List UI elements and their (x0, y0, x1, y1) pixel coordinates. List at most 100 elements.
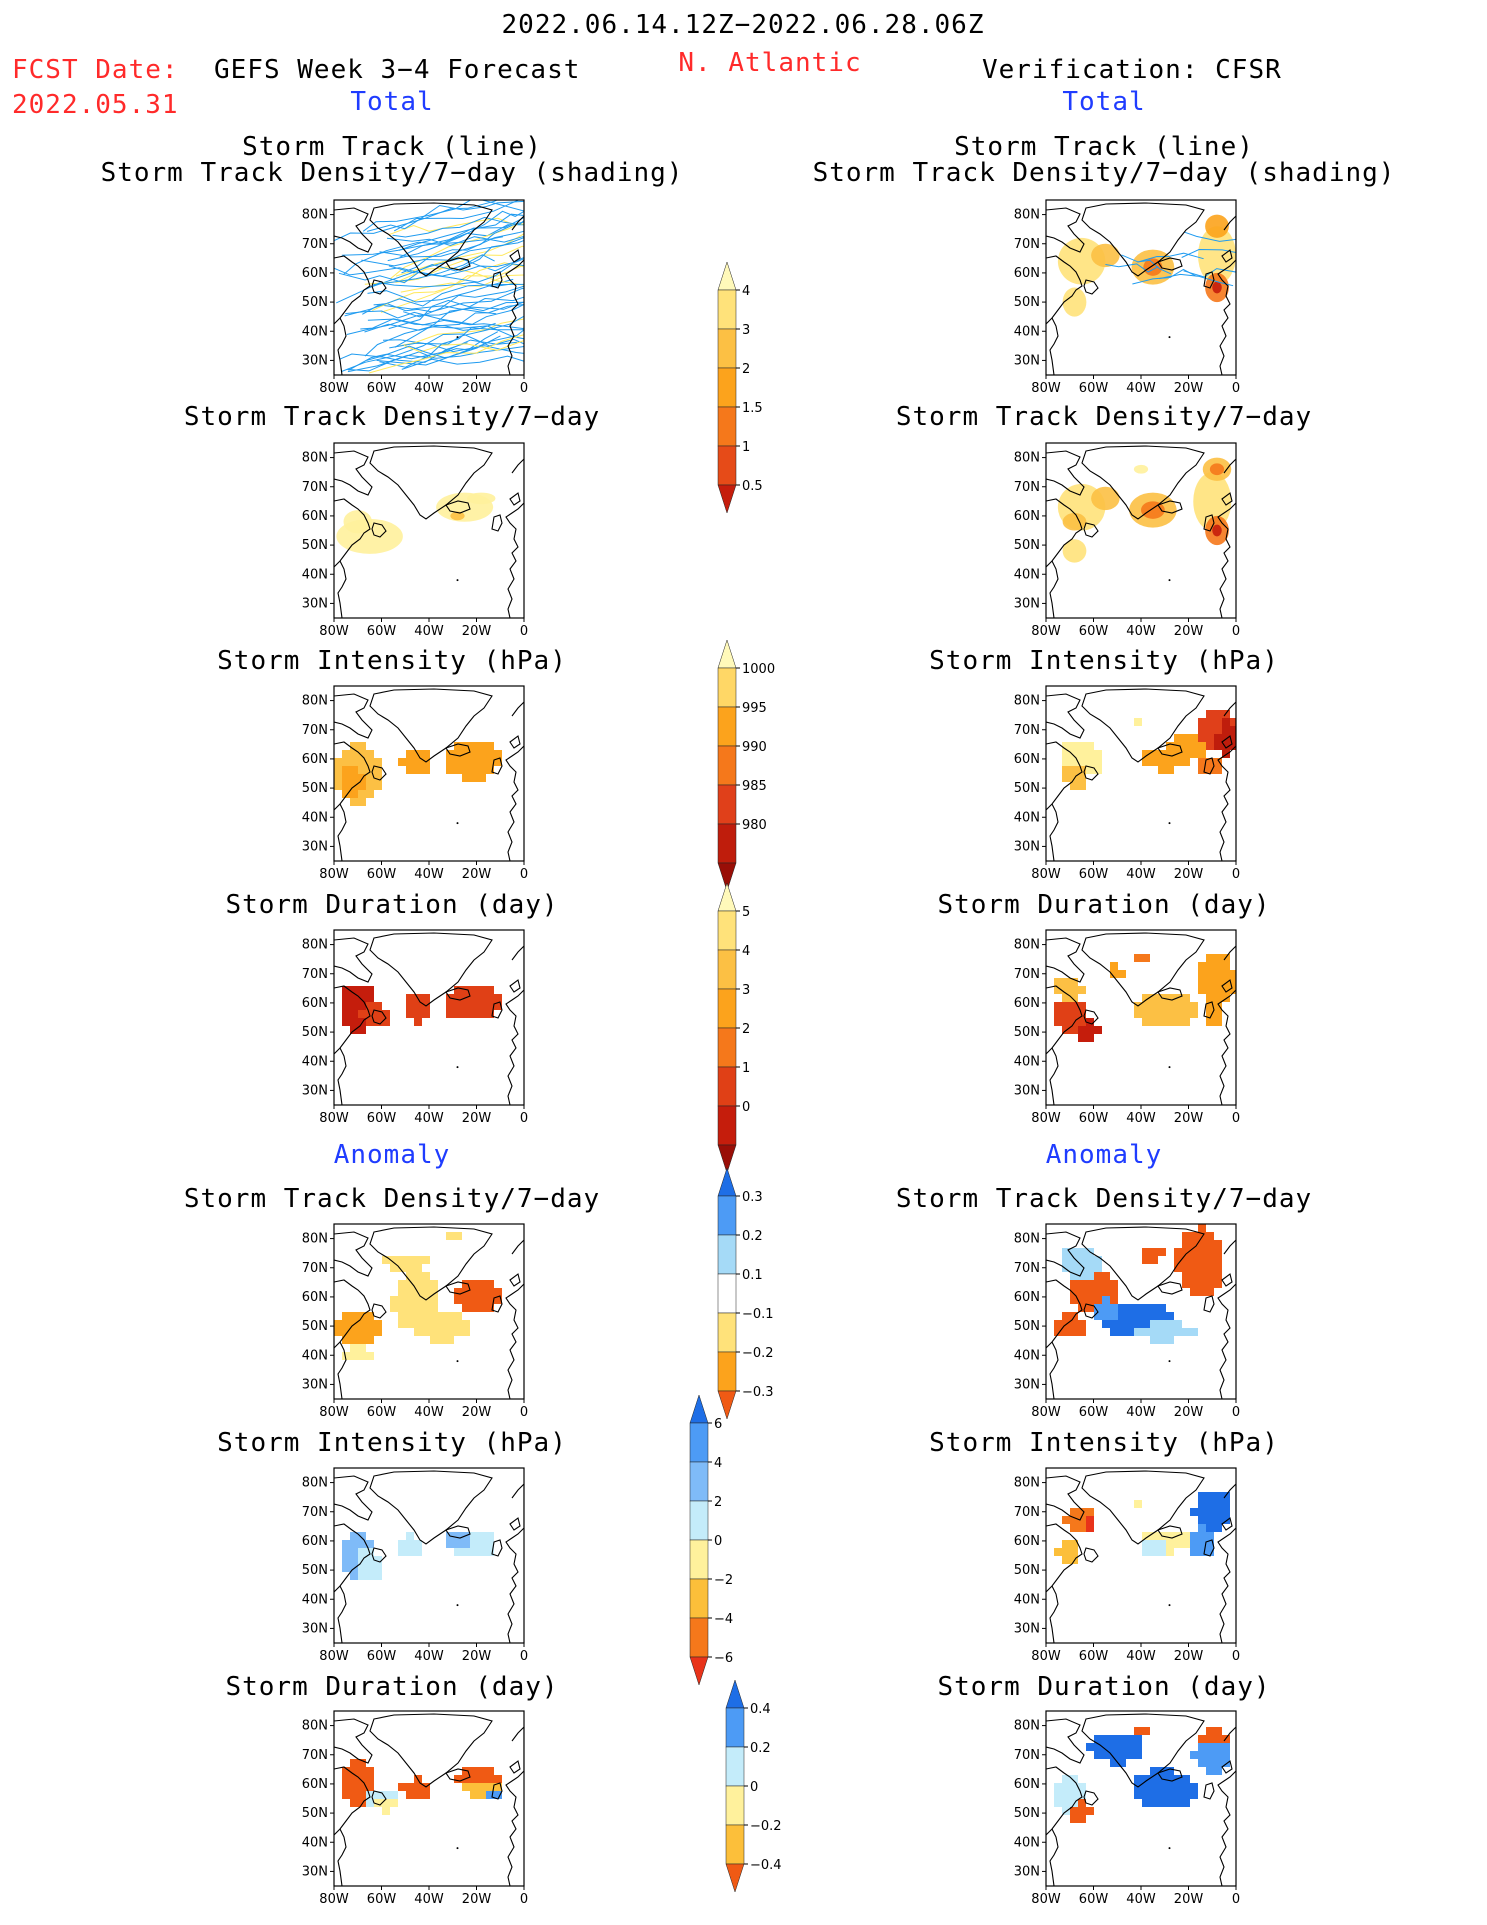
grid-cell (366, 1336, 374, 1344)
grid-cell (486, 986, 494, 994)
grid-cell (1070, 1783, 1078, 1791)
grid-cell (486, 1791, 494, 1799)
grid-cell (1182, 1264, 1190, 1272)
grid-cell (1206, 978, 1214, 986)
grid-cell (422, 1320, 430, 1328)
grid-cell (1198, 1548, 1206, 1556)
grid-cell (454, 1312, 462, 1320)
grid-cell (1158, 1783, 1166, 1791)
grid-cell (1206, 1272, 1214, 1280)
grid-cell (430, 1320, 438, 1328)
grid-cell (486, 994, 494, 1002)
grid-cell (374, 774, 382, 782)
grid-cell (358, 1344, 366, 1352)
grid-cell (454, 750, 462, 758)
storm-track (346, 329, 524, 372)
grid-cell (446, 1002, 454, 1010)
grid-cell (398, 1304, 406, 1312)
map-svg: 80N 70N 60N 50N 40N 30N 80W 60W 40W 20W 0 (1014, 199, 1240, 396)
map-layer: 80N 70N 60N 50N 40N 30N 80W 60W 40W 20W 0 (302, 1710, 528, 1907)
grid-cell (494, 1791, 502, 1799)
coastline (1049, 803, 1059, 861)
grid-cell (406, 1548, 414, 1556)
grid-cell (1158, 1320, 1166, 1328)
grid-cell (470, 986, 478, 994)
grid-cell (374, 758, 382, 766)
grid-cell (1214, 1280, 1222, 1288)
lat-label: 40N (302, 1054, 328, 1069)
lon-label: 60W (367, 1111, 397, 1126)
grid-cell (334, 766, 342, 774)
grid-cell (422, 1288, 430, 1296)
lat-label: 30N (1014, 1083, 1040, 1098)
grid-cell (1174, 1256, 1182, 1264)
lon-label: 0 (520, 1111, 528, 1126)
grid-cell (1126, 1751, 1134, 1759)
grid-cell (1062, 1248, 1070, 1256)
grid-cell (398, 1540, 406, 1548)
grid-cell (1142, 954, 1150, 962)
grid-cell (398, 1320, 406, 1328)
lat-label: 40N (302, 1592, 328, 1607)
grid-cell (1062, 1018, 1070, 1026)
colorbar-label: 2 (742, 362, 750, 377)
grid-cell (350, 1002, 358, 1010)
colorbar-segment (725, 1785, 745, 1826)
grid-cell (470, 766, 478, 774)
grid-cell (1094, 1751, 1102, 1759)
lat-label: 30N (1014, 839, 1040, 854)
lon-label: 0 (1232, 624, 1240, 639)
storm-track (373, 254, 495, 286)
grid-cell (1078, 1034, 1086, 1042)
grid-cell (1150, 1002, 1158, 1010)
grid-cell (470, 1783, 478, 1791)
lat-label: 40N (302, 1835, 328, 1850)
grid-cell (454, 1548, 462, 1556)
grid-cell (366, 1540, 374, 1548)
right-anomaly-label: Anomaly (1045, 1140, 1163, 1170)
grid-cell (1062, 986, 1070, 994)
grid-cell (1142, 1799, 1150, 1807)
grid-cell (1142, 1010, 1150, 1018)
coastline (369, 932, 493, 1007)
map-layer: 80N 70N 60N 50N 40N 30N 80W 60W 40W 20W 0 (1014, 929, 1240, 1126)
grid-cell (494, 750, 502, 758)
grid-cell (1182, 1248, 1190, 1256)
storm-track (362, 200, 524, 232)
grid-cell (1078, 782, 1086, 790)
density-blob (1062, 287, 1087, 317)
grid-cell (1214, 1010, 1222, 1018)
grid-cell (1078, 750, 1086, 758)
grid-cell (358, 1352, 366, 1360)
coastline (1049, 1341, 1059, 1399)
lat-label: 80N (1014, 1232, 1040, 1247)
grid-cell (470, 1548, 478, 1556)
grid-cell (350, 1548, 358, 1556)
grid-cell (1134, 1727, 1142, 1735)
grid-cell (1094, 1026, 1102, 1034)
grid-cell (366, 782, 374, 790)
grid-cell (422, 1312, 430, 1320)
lat-label: 70N (302, 1748, 328, 1763)
colorbar-end (717, 1167, 737, 1197)
colorbar-label: −0.2 (742, 1346, 774, 1361)
coastline (1221, 1760, 1233, 1774)
grid-cell (366, 986, 374, 994)
grid-cell (430, 1280, 438, 1288)
storm-track (346, 301, 524, 335)
island-dot (456, 822, 459, 825)
coastline (445, 1281, 471, 1295)
grid-cell (1198, 962, 1206, 970)
grid-cell (1062, 1328, 1070, 1336)
grid-cell (486, 1540, 494, 1548)
grid-cell (1214, 1248, 1222, 1256)
grid-cell (1070, 1516, 1078, 1524)
grid-cell (422, 1010, 430, 1018)
grid-cell (1070, 1010, 1078, 1018)
grid-cell (1174, 734, 1182, 742)
lon-label: 80W (319, 624, 349, 639)
grid-cell (406, 1532, 414, 1540)
lon-label: 80W (1031, 1111, 1061, 1126)
grid-cell (1150, 1336, 1158, 1344)
grid-cell (1182, 1272, 1190, 1280)
